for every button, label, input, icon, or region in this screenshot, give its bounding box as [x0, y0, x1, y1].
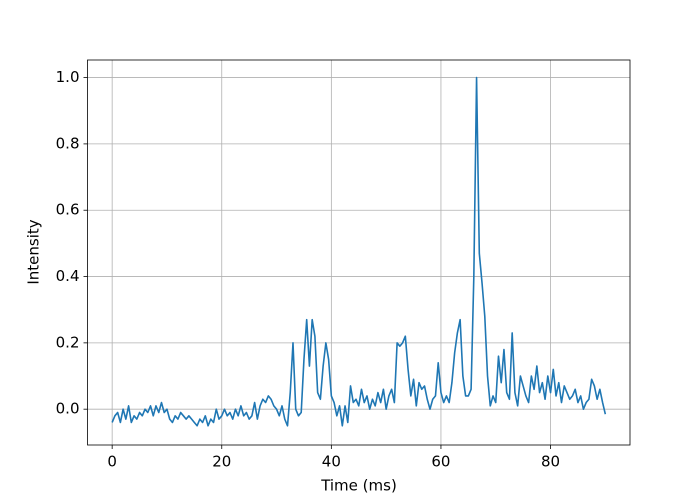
- y-tick-label: 0.4: [56, 267, 80, 285]
- line: [111, 76, 607, 427]
- x-axis-label: Time (ms): [320, 477, 397, 495]
- y-tick-label: 0.6: [56, 201, 80, 219]
- y-tick-label: 0.8: [56, 134, 80, 152]
- x-tick-label: 60: [431, 453, 450, 471]
- y-tick-label: 1.0: [56, 68, 80, 86]
- x-tick-label: 40: [322, 453, 341, 471]
- y-tick-label: 0.2: [56, 333, 80, 351]
- plot-frame: [87, 59, 631, 446]
- x-tick-label: 80: [541, 453, 560, 471]
- y-tick-label: 0.0: [56, 400, 80, 418]
- x-tick-label: 20: [212, 453, 231, 471]
- x-tick-label: 0: [107, 453, 117, 471]
- y-axis-label: Intensity: [25, 219, 43, 284]
